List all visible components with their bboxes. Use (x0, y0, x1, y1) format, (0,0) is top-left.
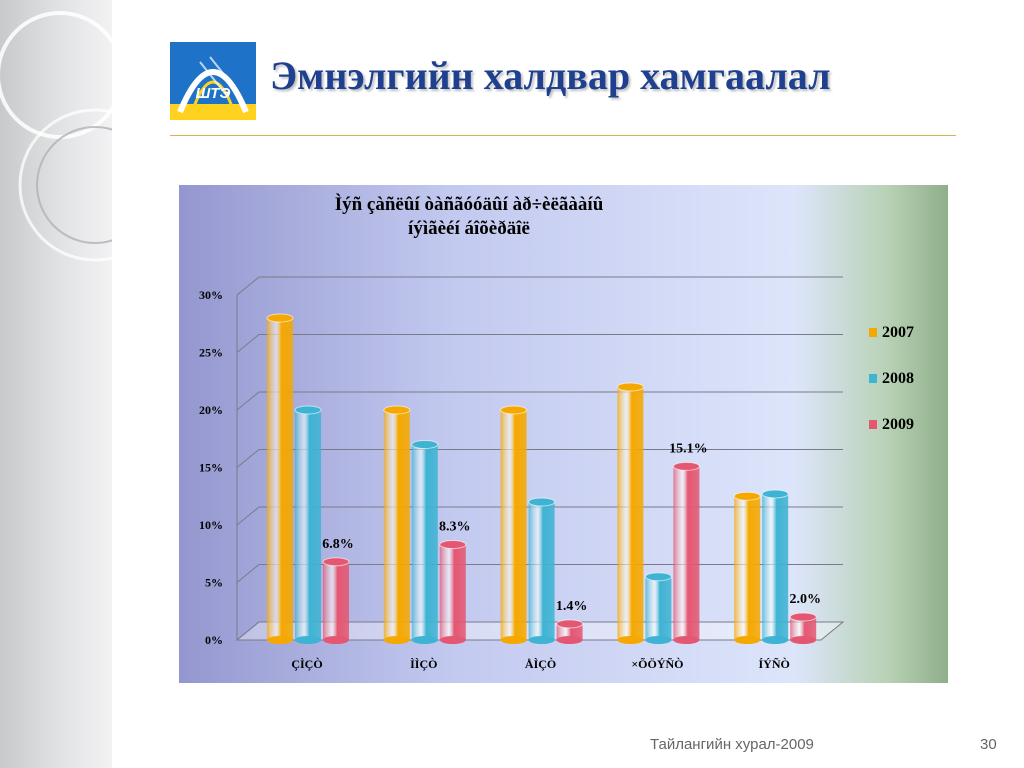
bar-2008-4 (761, 489, 789, 644)
legend-label-2008: 2008 (882, 370, 914, 387)
page-title: Эмнэлгийн халдвар хамгаалал (270, 53, 831, 98)
bar-2008-3 (644, 572, 672, 644)
left-decoration (0, 0, 112, 768)
y-tick-label: 0% (205, 633, 223, 647)
chart-panel: 0% 5% 10% 15% 20% 25% 30% 6.8% ÇÌÇÒ 8.3% ÌÌÇÒ 1.4% Å… (179, 185, 948, 683)
y-tick-label: 25% (199, 346, 223, 360)
decorative-rings (0, 11, 112, 262)
data-label-2009: 2.0% (789, 592, 821, 607)
y-tick-label: 30% (199, 288, 223, 302)
legend-label-2009: 2009 (882, 416, 914, 433)
data-label-2009: 6.8% (322, 537, 354, 552)
company-logo: ШТЭ (170, 42, 256, 120)
x-tick-label: ×ÕÖÝÑÒ (631, 657, 683, 671)
legend-swatch-2007 (869, 328, 877, 337)
bar-2009-0 (322, 557, 350, 644)
data-label-2009: 1.4% (556, 599, 588, 614)
bar-chart: 0% 5% 10% 15% 20% 25% 30% 6.8% ÇÌÇÒ 8.3% ÌÌÇÒ 1.4% Å… (199, 276, 914, 671)
y-tick-label: 15% (199, 461, 223, 475)
y-tick-label: 20% (199, 403, 223, 417)
chart-title-line-1: Ìýñ çàñëûí òàñãóóäûí àð÷èëãààíû (334, 194, 604, 215)
legend-swatch-2008 (869, 374, 877, 383)
bar-2007-1 (383, 405, 411, 644)
page-number: 30 (980, 736, 997, 753)
bar-2007-2 (500, 405, 528, 644)
bar-2008-2 (528, 497, 556, 644)
x-tick-label: ÌÌÇÒ (410, 657, 437, 671)
bar-2009-2 (556, 619, 584, 644)
bar-2008-0 (294, 405, 322, 644)
legend-swatch-2009 (869, 420, 877, 429)
bar-2008-1 (411, 440, 439, 644)
legend-label-2007: 2007 (882, 324, 914, 341)
bar-2007-0 (266, 313, 294, 644)
data-label-2009: 15.1% (669, 441, 708, 456)
y-tick-label: 5% (205, 576, 223, 590)
footer-text: Тайлангийн хурал-2009 (650, 736, 814, 753)
bar-2009-3 (672, 461, 700, 644)
bar-2007-4 (733, 491, 761, 644)
x-tick-label: ÍÝÑÒ (759, 657, 790, 671)
bar-2009-1 (439, 540, 467, 644)
x-tick-label: ÇÌÇÒ (291, 657, 322, 671)
y-tick-label: 10% (199, 518, 223, 532)
chart-title-line-2: íýìãèéí áîõèðäîë (408, 218, 530, 239)
bar-2007-3 (616, 382, 644, 644)
data-label-2009: 8.3% (439, 520, 471, 535)
x-tick-label: ÅÌÇÒ (525, 657, 556, 671)
title-divider (170, 135, 956, 136)
svg-text:ШТЭ: ШТЭ (196, 85, 231, 102)
chart-title: Ìýñ çàñëûí òàñãóóäûí àð÷èëãààíû íýìãèéí … (179, 193, 759, 241)
bar-2009-4 (789, 612, 817, 644)
